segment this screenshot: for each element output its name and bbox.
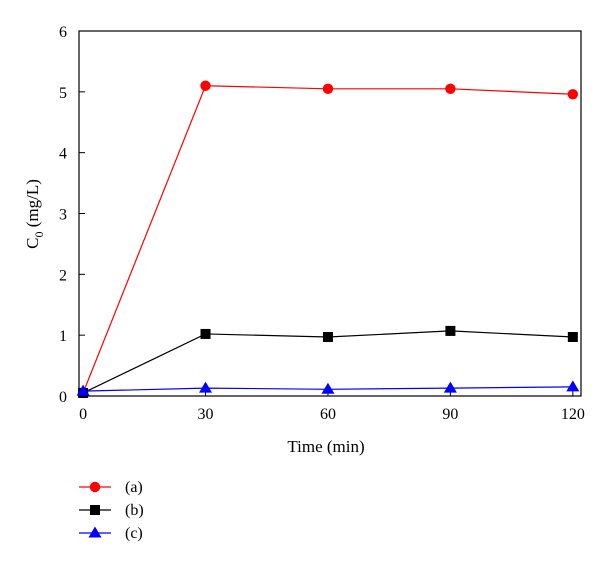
legend: (a) (b) (c) bbox=[79, 479, 144, 542]
legend-label: (b) bbox=[125, 502, 144, 519]
y-axis-label-main: C bbox=[23, 238, 42, 249]
data-point bbox=[567, 331, 578, 342]
x-tick-label: 30 bbox=[198, 406, 214, 423]
data-point bbox=[566, 380, 580, 392]
x-axis-label: Time (min) bbox=[287, 437, 364, 456]
data-point bbox=[567, 89, 579, 100]
legend-marker bbox=[88, 526, 102, 538]
y-tick-label: 2 bbox=[59, 267, 67, 284]
legend-label: (a) bbox=[125, 479, 143, 496]
y-tick-label: 5 bbox=[59, 85, 67, 102]
x-tick-label: 120 bbox=[561, 406, 585, 423]
y-tick-label: 4 bbox=[59, 146, 67, 163]
y-axis-label-unit: (mg/L) bbox=[23, 179, 42, 231]
legend-marker bbox=[90, 505, 100, 515]
data-point bbox=[322, 83, 334, 94]
tick-labels: 0 30 60 90 120 0 1 2 3 4 5 6 bbox=[59, 24, 585, 423]
data-point bbox=[322, 331, 333, 342]
data-point bbox=[199, 381, 213, 393]
series-lines bbox=[82, 85, 573, 394]
data-point bbox=[445, 83, 456, 94]
series-line bbox=[82, 85, 573, 394]
x-tick-label: 90 bbox=[442, 406, 458, 423]
y-axis-label: C0 (mg/L) bbox=[23, 179, 46, 249]
data-point bbox=[445, 325, 456, 336]
y-tick-label: 0 bbox=[59, 389, 67, 406]
series-markers bbox=[76, 80, 580, 399]
data-point bbox=[200, 80, 211, 91]
data-point bbox=[76, 384, 90, 396]
legend-label: (c) bbox=[125, 525, 143, 542]
x-tick-label: 0 bbox=[79, 406, 87, 423]
data-point bbox=[443, 381, 457, 393]
x-tick-label: 60 bbox=[320, 406, 336, 423]
legend-marker bbox=[89, 481, 101, 493]
y-axis-label-subscript: 0 bbox=[32, 232, 46, 238]
y-tick-label: 3 bbox=[59, 207, 67, 224]
data-point bbox=[321, 382, 335, 394]
y-tick-label: 1 bbox=[59, 328, 67, 345]
data-point bbox=[200, 328, 211, 339]
y-tick-label: 6 bbox=[59, 24, 67, 41]
